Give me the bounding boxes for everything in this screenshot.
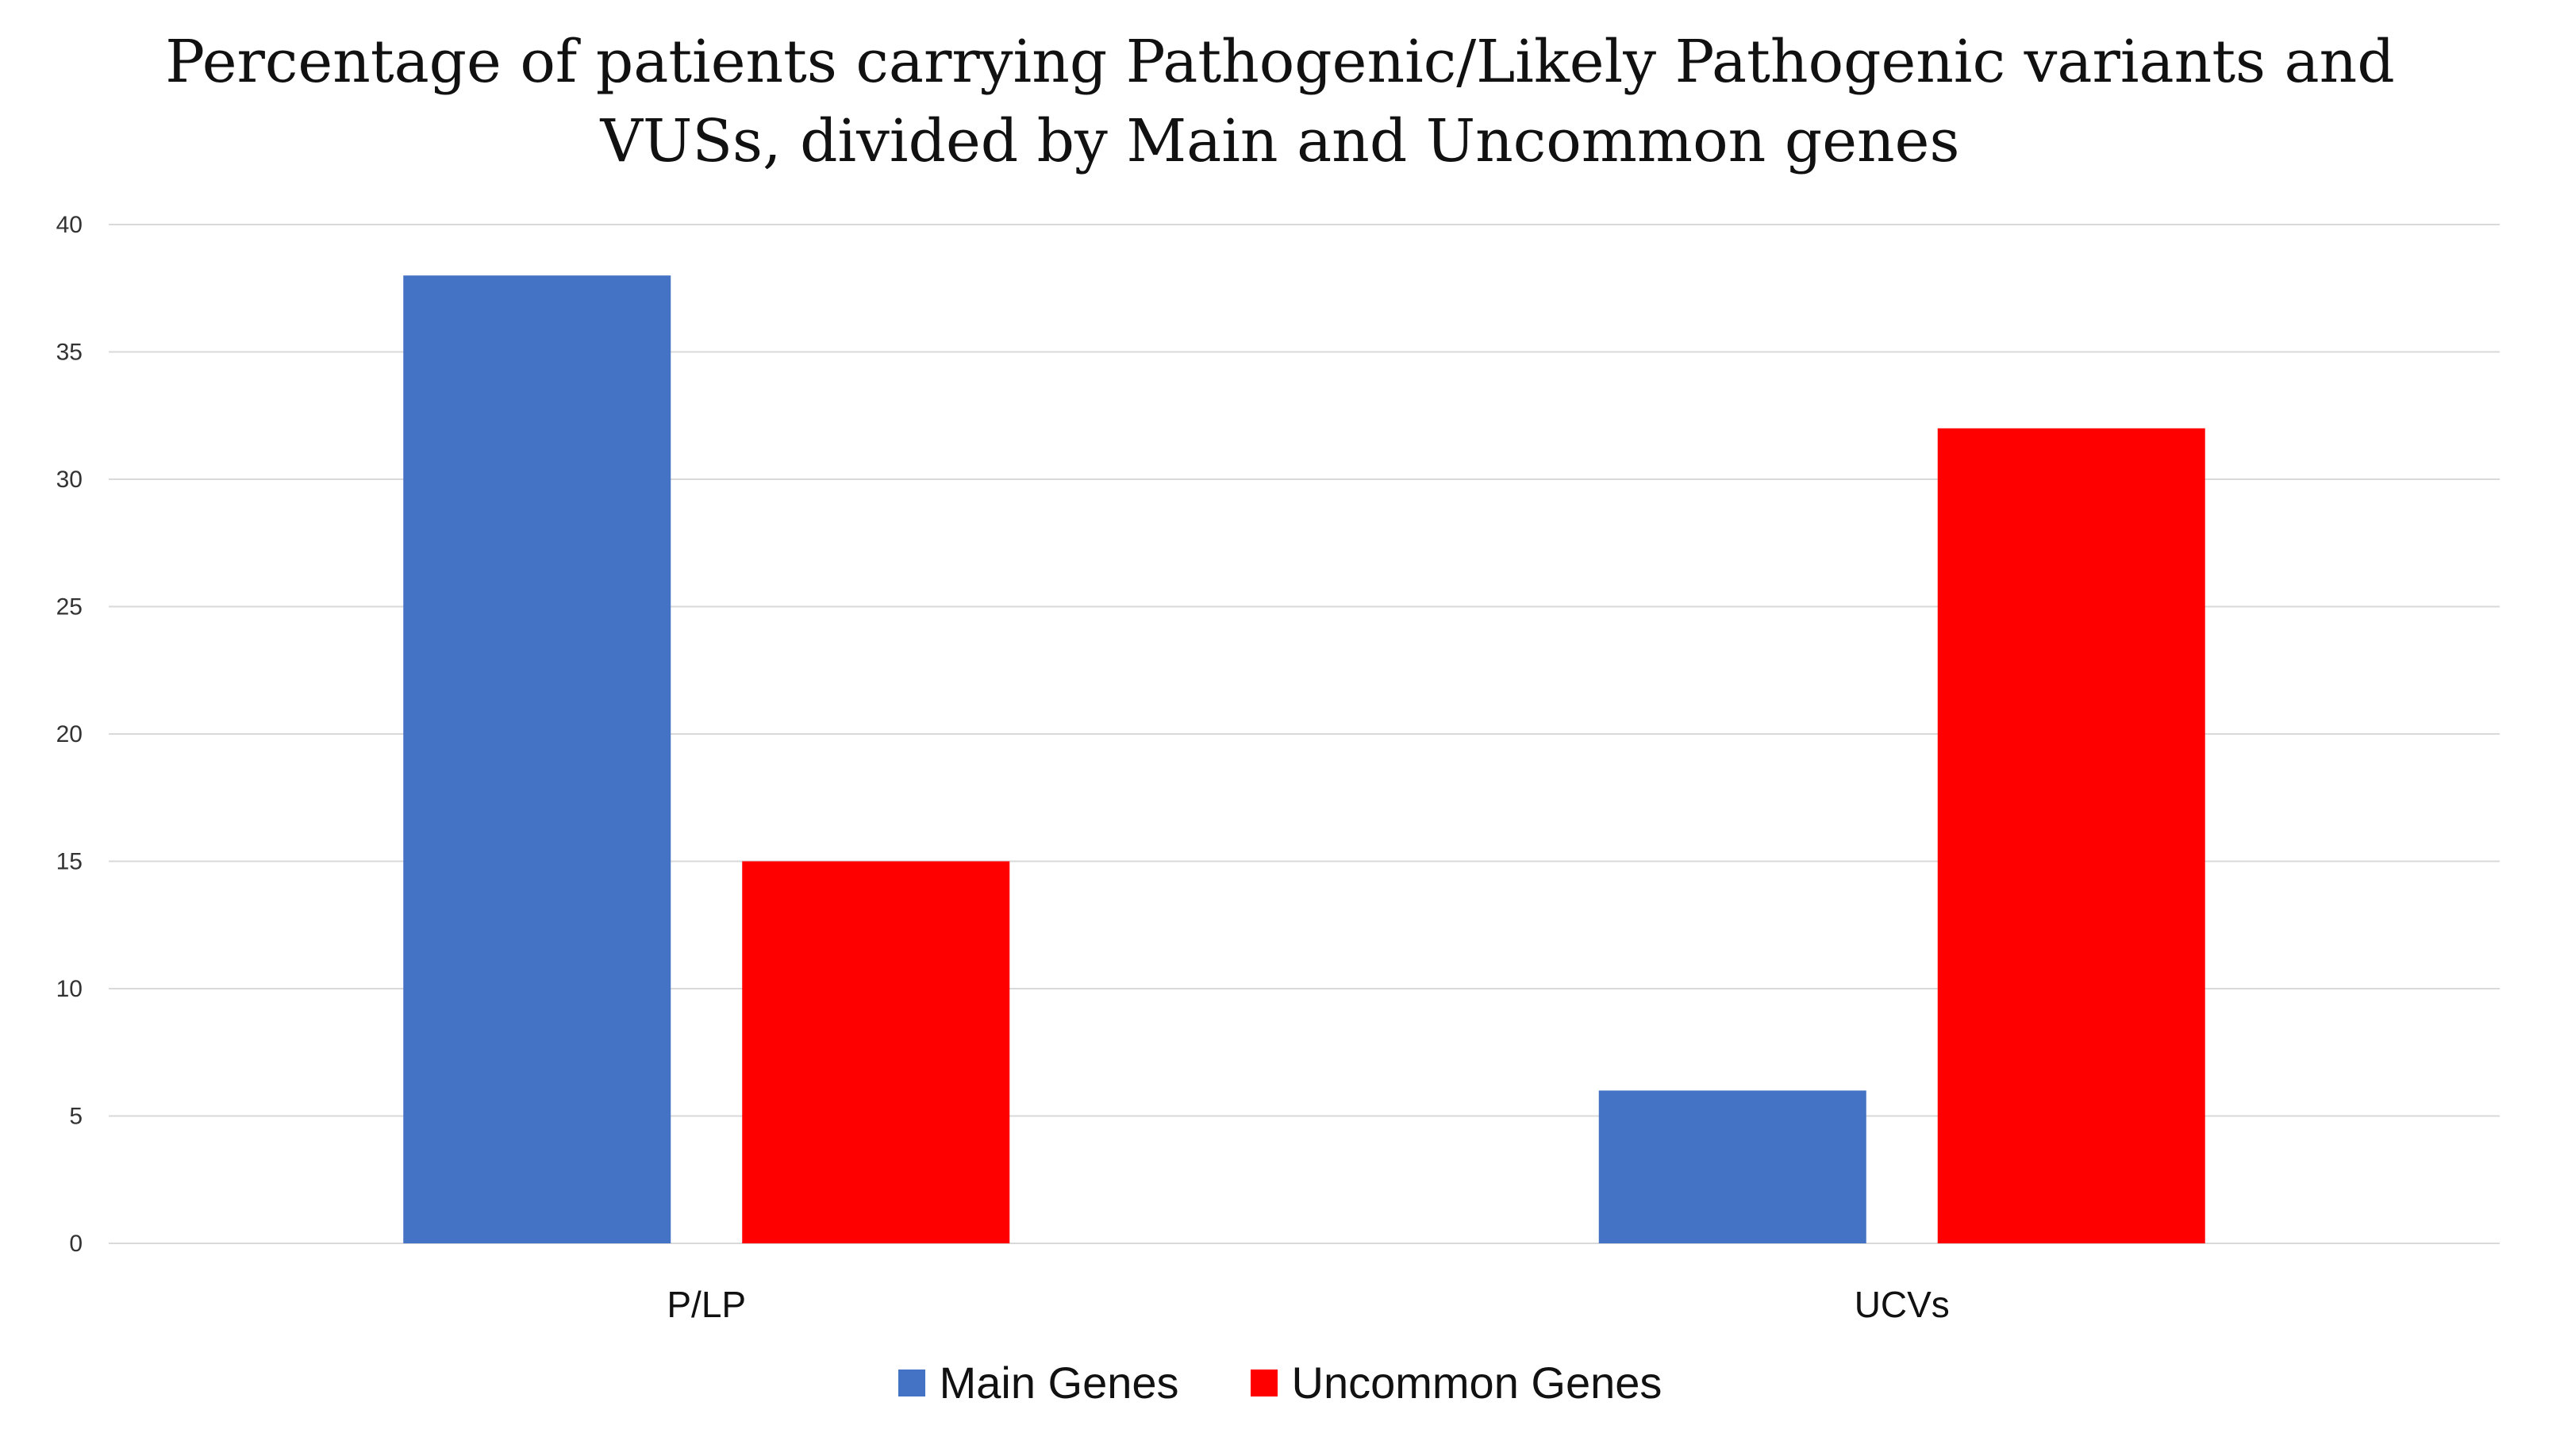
chart-title: Percentage of patients carrying Pathogen…: [0, 22, 2560, 181]
bar-p-lp-main-genes: [403, 275, 671, 1244]
y-tick-label-10: 10: [56, 976, 83, 1002]
bar-ucvs-uncommon-genes: [1937, 428, 2205, 1243]
chart-title-line-1: Percentage of patients carrying Pathogen…: [165, 28, 2395, 96]
legend-item-uncommon-genes: Uncommon Genes: [1250, 1357, 1662, 1408]
y-tick-label-5: 5: [69, 1104, 83, 1130]
bars: [403, 275, 2205, 1244]
legend-label-main-genes: Main Genes: [939, 1358, 1179, 1408]
y-tick-label-40: 40: [56, 212, 83, 238]
legend-swatch-uncommon-genes: [1250, 1369, 1278, 1396]
y-tick-label-20: 20: [56, 721, 83, 747]
y-tick-label-15: 15: [56, 849, 83, 875]
y-tick-label-25: 25: [56, 594, 83, 620]
bar-p-lp-uncommon-genes: [742, 861, 1010, 1243]
legend-swatch-main-genes: [898, 1369, 925, 1396]
y-tick-label-30: 30: [56, 467, 83, 493]
x-category-label-ucvs: UCVs: [1855, 1284, 1950, 1325]
legend-item-main-genes: Main Genes: [898, 1357, 1179, 1408]
x-axis-categories: P/LP UCVs: [667, 1284, 1949, 1325]
bar-ucvs-main-genes: [1598, 1090, 1866, 1243]
legend-label-uncommon-genes: Uncommon Genes: [1291, 1358, 1662, 1408]
y-tick-label-0: 0: [69, 1231, 83, 1257]
chart-title-line-2: VUSs, divided by Main and Uncommon genes: [600, 107, 1960, 175]
x-category-label-p-lp: P/LP: [667, 1284, 746, 1325]
y-tick-label-35: 35: [56, 340, 83, 366]
legend: Main Genes Uncommon Genes: [0, 1357, 2560, 1408]
y-axis-ticks: 0 5 10 15 20 25 30 35 40: [56, 212, 83, 1257]
